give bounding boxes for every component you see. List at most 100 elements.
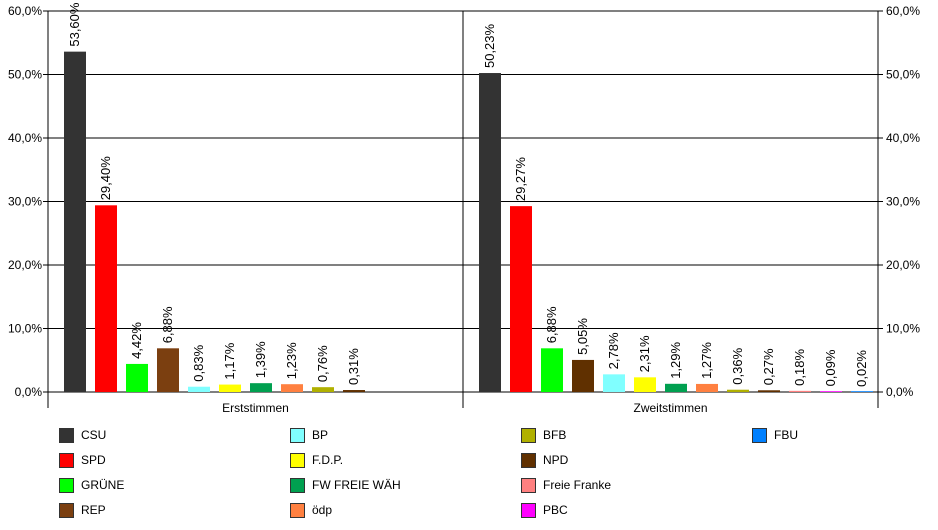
legend-item: FW FREIE WÄH xyxy=(290,477,401,493)
bar-NPD xyxy=(758,390,780,392)
bar-BP xyxy=(188,386,210,392)
bar-ödp xyxy=(281,384,303,392)
data-label: 53,60% xyxy=(67,2,82,47)
bar-Freie Franke xyxy=(789,390,811,392)
legend-swatch xyxy=(290,477,305,493)
data-label: 1,17% xyxy=(222,342,237,379)
data-label: 1,29% xyxy=(668,342,683,379)
legend-item: F.D.P. xyxy=(290,452,343,468)
bar-GRÜNE xyxy=(541,348,563,392)
bar-BFB xyxy=(312,387,334,392)
category-label: Zweitstimmen xyxy=(633,401,707,415)
data-label: 1,23% xyxy=(284,342,299,379)
legend-label: SPD xyxy=(81,453,106,467)
legend-swatch xyxy=(290,427,305,443)
legend-label: BFB xyxy=(543,428,567,442)
bar-BFB xyxy=(727,389,749,392)
legend-label: PBC xyxy=(543,503,568,517)
y-tick-label-right: 0,0% xyxy=(886,385,914,399)
y-tick-label-left: 30,0% xyxy=(8,195,42,209)
data-label: 2,78% xyxy=(606,332,621,369)
y-tick-label-right: 40,0% xyxy=(886,131,920,145)
legend-item: REP xyxy=(59,502,106,518)
legend-item: ödp xyxy=(290,502,332,518)
data-label: 29,27% xyxy=(513,157,528,202)
data-label: 2,31% xyxy=(637,335,652,372)
y-tick-label-right: 10,0% xyxy=(886,322,920,336)
data-label: 6,88% xyxy=(160,306,175,343)
y-tick-label-left: 20,0% xyxy=(8,258,42,272)
legend-item: SPD xyxy=(59,452,106,468)
bar-FW FREIE WÄH xyxy=(665,383,687,392)
legend-label: CSU xyxy=(81,428,107,442)
legend-item: NPD xyxy=(521,452,568,468)
legend-label: ödp xyxy=(312,503,333,517)
legend-swatch xyxy=(521,477,536,493)
data-label: 0,27% xyxy=(761,348,776,385)
legend-label: GRÜNE xyxy=(81,478,125,492)
data-label: 0,36% xyxy=(730,347,745,384)
bar-NPD xyxy=(572,359,594,392)
y-tick-label-left: 40,0% xyxy=(8,131,42,145)
legend-swatch xyxy=(59,502,74,518)
data-label: 5,05% xyxy=(575,318,590,355)
legend-swatch xyxy=(521,427,536,443)
y-tick-label-right: 60,0% xyxy=(886,4,920,18)
legend-label: FW FREIE WÄH xyxy=(312,478,401,492)
data-label: 0,83% xyxy=(191,344,206,381)
legend-swatch xyxy=(290,452,305,468)
bar-NPD xyxy=(343,390,365,392)
legend-swatch xyxy=(59,452,74,468)
data-label: 0,09% xyxy=(823,349,838,386)
y-tick-label-right: 20,0% xyxy=(886,258,920,272)
data-label: 6,88% xyxy=(544,306,559,343)
data-label: 1,39% xyxy=(253,341,268,378)
y-tick-label-left: 10,0% xyxy=(8,322,42,336)
bar-FW FREIE WÄH xyxy=(250,383,272,392)
y-tick-label-left: 60,0% xyxy=(8,4,42,18)
legend-swatch xyxy=(59,477,74,493)
legend-swatch xyxy=(521,452,536,468)
legend-swatch xyxy=(521,502,536,518)
data-label: 1,27% xyxy=(699,342,714,379)
legend-item: BP xyxy=(290,427,328,443)
legend-label: REP xyxy=(81,503,106,517)
legend-item: PBC xyxy=(521,502,568,518)
data-label: 29,40% xyxy=(98,156,113,201)
bar-CSU xyxy=(479,73,501,393)
data-label: 0,76% xyxy=(315,345,330,382)
data-label: 0,02% xyxy=(854,350,869,387)
data-label: 0,18% xyxy=(792,349,807,386)
legend-swatch xyxy=(290,502,305,518)
category-label: Erststimmen xyxy=(222,401,289,415)
legend-label: F.D.P. xyxy=(312,453,344,467)
bar-SPD xyxy=(510,206,532,392)
bar-SPD xyxy=(95,205,117,392)
y-tick-label-right: 50,0% xyxy=(886,68,920,82)
legend-label: FBU xyxy=(774,428,798,442)
legend-item: FBU xyxy=(752,427,798,443)
legend-swatch xyxy=(752,427,767,443)
bar-ödp xyxy=(696,383,718,392)
data-label: 50,23% xyxy=(482,24,497,69)
legend-item: BFB xyxy=(521,427,566,443)
legend-item: CSU xyxy=(59,427,106,443)
bar-BP xyxy=(603,374,625,392)
bar-GRÜNE xyxy=(126,363,148,392)
bar-CSU xyxy=(64,51,86,392)
legend-label: Freie Franke xyxy=(543,478,612,492)
data-label: 0,31% xyxy=(346,348,361,385)
y-tick-label-right: 30,0% xyxy=(886,195,920,209)
bar-PBC xyxy=(820,391,842,392)
y-tick-label-left: 50,0% xyxy=(8,68,42,82)
legend-swatch xyxy=(59,427,74,443)
data-label: 4,42% xyxy=(129,322,144,359)
bar-F.D.P. xyxy=(634,377,656,392)
legend-label: BP xyxy=(312,428,329,442)
legend-item: GRÜNE xyxy=(59,477,124,493)
legend-item: Freie Franke xyxy=(521,477,611,493)
bar-FBU xyxy=(851,391,873,392)
y-tick-label-left: 0,0% xyxy=(15,385,43,399)
